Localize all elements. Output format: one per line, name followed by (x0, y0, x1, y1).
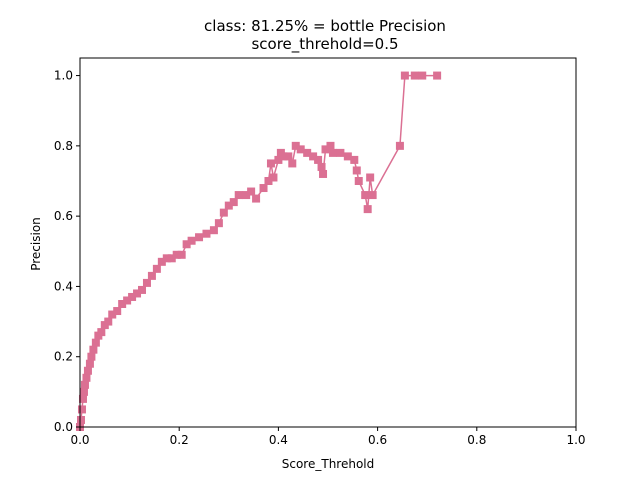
data-point (410, 71, 419, 80)
data-point (303, 148, 312, 157)
data-point (336, 148, 345, 157)
data-point (89, 345, 98, 354)
data-point (266, 159, 275, 168)
data-point (309, 152, 318, 161)
axes-frame (79, 57, 577, 428)
y-tick-label: 0.8 (54, 139, 73, 153)
data-point (219, 208, 228, 217)
data-point (83, 366, 92, 375)
x-tick-label: 0.0 (70, 433, 89, 447)
data-point (97, 328, 106, 337)
data-point (319, 169, 328, 178)
data-point (395, 141, 404, 150)
data-point (296, 145, 305, 154)
chart-subtitle: score_threhold=0.5 (251, 35, 398, 54)
data-point (91, 338, 100, 347)
x-tick-label: 0.4 (269, 433, 288, 447)
data-point (118, 300, 127, 308)
data-point (328, 148, 337, 157)
data-point (167, 254, 176, 263)
data-point (368, 191, 377, 200)
data-point (123, 296, 132, 305)
y-tick-label: 1.0 (54, 69, 73, 83)
data-point (352, 166, 361, 175)
data-point (291, 141, 300, 150)
data-point (321, 145, 330, 154)
data-point (274, 155, 283, 164)
data-point (172, 250, 181, 259)
data-point (108, 310, 117, 319)
data-point (162, 254, 171, 263)
data-point (366, 173, 375, 182)
data-point (433, 71, 442, 80)
data-point (252, 194, 261, 203)
data-point (361, 191, 370, 200)
data-point (157, 257, 166, 266)
data-point (187, 236, 196, 245)
plot-area: 0.0 0.2 0.4 0.6 0.8 1.0 0.0 0.2 0.4 0.6 0.8 1.0 (54, 57, 586, 447)
data-point (264, 177, 273, 185)
y-tick-label: 0.2 (54, 350, 73, 364)
x-axis-label: Score_Threhold (282, 457, 375, 471)
data-point (343, 152, 352, 161)
data-point (177, 250, 186, 259)
chart-title: class: 81.25% = bottle Precision (204, 17, 446, 35)
data-point (104, 317, 113, 326)
data-point (284, 152, 293, 161)
data-point (85, 359, 94, 368)
data-point (214, 219, 223, 228)
data-point (326, 141, 335, 150)
y-tick-label: 0.4 (54, 279, 73, 293)
data-point (138, 285, 146, 294)
x-tick-label: 1.0 (566, 433, 585, 447)
data-point (209, 226, 218, 235)
data-point (317, 162, 326, 171)
x-tick-label: 0.6 (368, 433, 387, 447)
data-point (350, 155, 359, 164)
data-point (363, 205, 372, 214)
data-point (314, 155, 323, 164)
data-point (77, 405, 86, 414)
data-point (142, 278, 151, 287)
data-point (128, 292, 137, 301)
x-tick-label: 0.2 (170, 433, 189, 447)
data-point (202, 229, 211, 238)
data-point (195, 233, 204, 242)
data-point (80, 380, 89, 389)
data-point (79, 387, 88, 396)
data-point (354, 177, 363, 185)
data-point (247, 187, 256, 196)
data-point (279, 152, 288, 161)
data-point (82, 373, 91, 382)
data-point (113, 307, 122, 316)
data-point (418, 71, 427, 80)
data-point (76, 415, 85, 424)
data-point (229, 198, 238, 207)
data-point (269, 173, 278, 182)
data-point (288, 159, 297, 168)
y-tick-label: 0.0 (54, 420, 73, 434)
data-point (234, 191, 243, 200)
data-point (224, 201, 233, 210)
data-point (147, 271, 156, 280)
y-axis-label: Precision (29, 217, 43, 271)
data-point (259, 184, 268, 193)
data-point (400, 71, 409, 80)
data-point (87, 352, 96, 361)
x-tick-label: 0.8 (467, 433, 486, 447)
data-point (242, 191, 251, 200)
data-point (152, 264, 161, 273)
y-tick-label: 0.6 (54, 209, 73, 223)
data-point (78, 394, 87, 403)
data-point (182, 240, 191, 249)
data-point (133, 289, 142, 298)
